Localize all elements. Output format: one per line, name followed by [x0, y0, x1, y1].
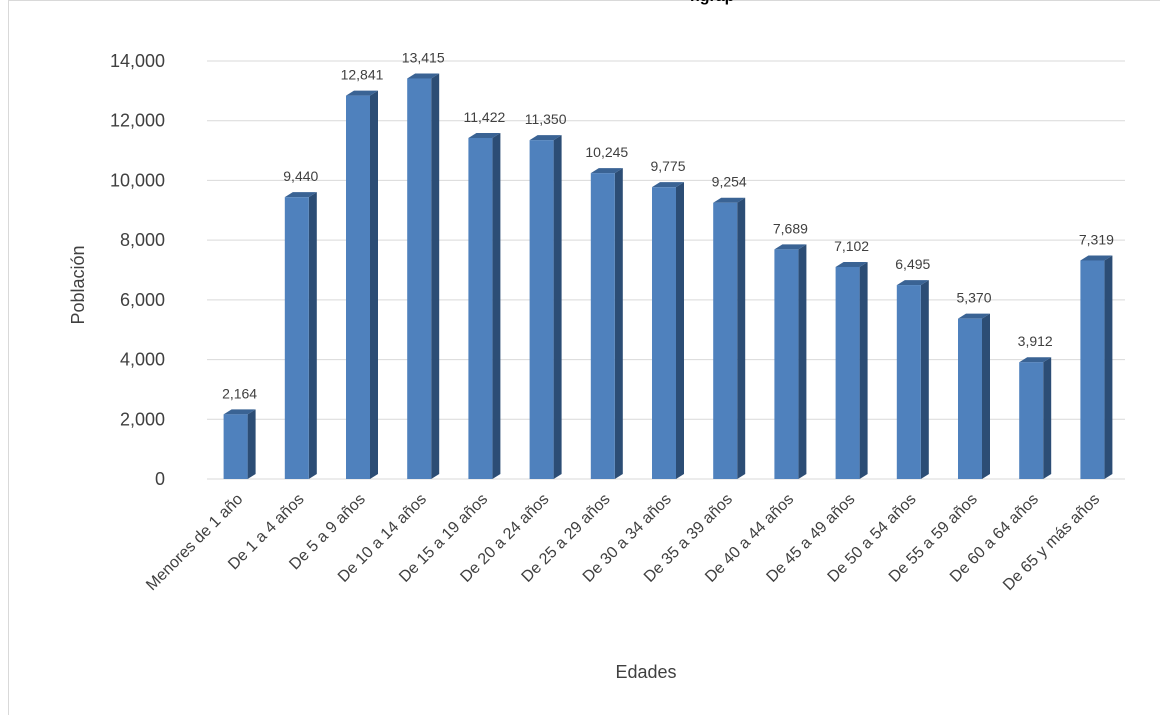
- bar-top: [590, 168, 623, 174]
- y-tick-label: 4,000: [120, 350, 165, 370]
- bar-top: [774, 244, 807, 250]
- y-tick-label: 12,000: [110, 111, 165, 131]
- y-tick-label: 10,000: [110, 170, 165, 190]
- bar: [1080, 260, 1105, 479]
- chart-title-fragment: ngrap: [690, 0, 734, 6]
- bar-side: [920, 280, 929, 479]
- data-label: 2,164: [222, 385, 257, 401]
- x-tick-label: Menores de 1 año: [143, 491, 246, 594]
- data-label: 7,689: [773, 220, 808, 236]
- bar: [652, 187, 676, 479]
- data-label: 3,912: [1018, 333, 1053, 349]
- bar: [284, 197, 309, 480]
- y-tick-label: 14,000: [110, 51, 165, 71]
- data-label: 9,775: [650, 158, 685, 174]
- data-label: 5,370: [956, 290, 991, 306]
- y-axis-ticks: 0 2,000 4,000 6,000 8,000 10,000 12,000 14,000: [110, 51, 165, 489]
- y-tick-label: 6,000: [120, 290, 165, 310]
- bar-side: [737, 197, 746, 479]
- data-label: 11,350: [525, 111, 567, 127]
- bar-side: [1043, 357, 1052, 479]
- bar-top: [223, 409, 256, 415]
- bar-top: [346, 90, 378, 96]
- chart-frame: [8, 0, 1160, 715]
- bar: [774, 249, 799, 479]
- bar-side: [308, 192, 317, 480]
- bar: [958, 318, 982, 479]
- bar-top: [896, 280, 929, 286]
- y-axis-title: Población: [68, 245, 88, 324]
- x-axis-title: Edades: [615, 662, 676, 682]
- bar: [346, 95, 370, 479]
- bars: [223, 73, 1113, 480]
- value-labels: 2,164 9,440 12,841 13,415 11,422 11,350 10,245…: [222, 49, 1114, 401]
- bar-side: [614, 168, 623, 479]
- bar-side: [1104, 255, 1113, 479]
- bar-side: [859, 261, 868, 479]
- bar-top: [958, 313, 990, 319]
- data-label: 7,102: [834, 238, 869, 254]
- data-label: 12,841: [341, 67, 384, 83]
- y-tick-label: 0: [155, 469, 165, 489]
- bar-top: [407, 73, 440, 79]
- bar: [468, 137, 493, 479]
- bar-top: [652, 182, 684, 188]
- bar-side: [492, 132, 501, 479]
- bar: [407, 78, 432, 479]
- bar: [529, 140, 554, 479]
- bar: [223, 414, 248, 479]
- bar-top: [1019, 357, 1052, 363]
- data-label: 7,319: [1079, 231, 1114, 247]
- bar: [590, 173, 615, 479]
- bar-side: [676, 182, 684, 479]
- bar: [713, 202, 738, 479]
- bar-top: [835, 261, 868, 267]
- bar-top: [529, 135, 562, 141]
- bar: [1019, 362, 1044, 479]
- y-tick-label: 8,000: [120, 230, 165, 250]
- bar-side: [431, 73, 440, 479]
- data-label: 13,415: [402, 49, 445, 65]
- bar-side: [247, 409, 256, 479]
- bar-top: [713, 197, 746, 203]
- bar-side: [370, 90, 378, 479]
- data-label: 9,440: [283, 168, 318, 184]
- bar: [896, 285, 921, 479]
- bar-top: [1080, 255, 1113, 261]
- data-label: 10,245: [585, 144, 628, 160]
- bar-side: [982, 313, 990, 479]
- bar-top: [284, 192, 317, 198]
- data-label: 6,495: [895, 256, 930, 272]
- data-label: 11,422: [464, 109, 506, 125]
- bar-side: [553, 135, 562, 479]
- y-tick-label: 2,000: [120, 409, 165, 429]
- data-label: 9,254: [712, 174, 747, 190]
- bar-top: [468, 132, 501, 138]
- bar: [835, 266, 860, 479]
- bar-side: [798, 244, 807, 479]
